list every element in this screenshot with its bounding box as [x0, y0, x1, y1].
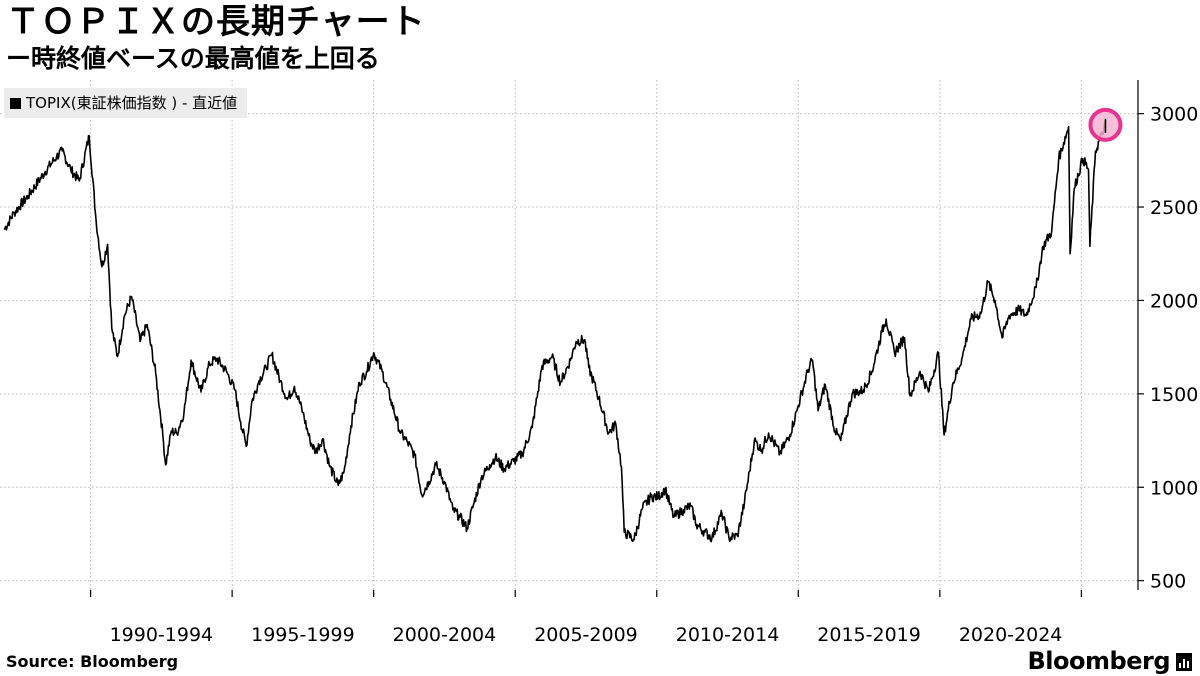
x-axis: 1990-1994 1995-1999 2000-2004 2005-2009 2010…: [89, 590, 1082, 646]
x-tick-label-2000-2004: 2000-2004: [393, 624, 497, 646]
legend-swatch: [10, 98, 21, 109]
x-tick-label-2010-2014: 2010-2014: [676, 624, 780, 646]
series-layer: [3, 121, 1107, 543]
source-note: Source: Bloomberg: [6, 652, 179, 671]
y-gridlines: [0, 113, 1138, 582]
highlight-layer: [1088, 107, 1123, 142]
x-tick-label-1990-1994: 1990-1994: [110, 624, 214, 646]
series-line-0: [3, 121, 1107, 543]
y-tick-label-1000: 1000: [1150, 477, 1198, 499]
x-tick-label-2020-2024: 2020-2024: [959, 624, 1063, 646]
legend: TOPIX(東証株価指数 ) - 直近値: [4, 88, 248, 118]
y-tick-label-2500: 2500: [1150, 197, 1198, 219]
chart-subtitle: ー時終値ベースの最高値を上回る: [6, 44, 380, 73]
y-tick-label-3000: 3000: [1150, 104, 1198, 126]
x-tick-label-2015-2019: 2015-2019: [817, 624, 921, 646]
y-axis: 500 1000 1500 2000 2500 3000: [1137, 80, 1198, 593]
x-gridlines: [90, 80, 1082, 590]
x-tick-label-1995-1999: 1995-1999: [251, 624, 355, 646]
x-tick-label-2005-2009: 2005-2009: [534, 624, 638, 646]
legend-label: TOPIX(東証株価指数 ) - 直近値: [26, 94, 238, 112]
bloomberg-bars-icon: [1176, 653, 1192, 671]
chart-title: ＴＯＰＩＸの長期チャート: [6, 2, 426, 42]
y-tick-label-2000: 2000: [1150, 290, 1198, 312]
y-tick-label-1500: 1500: [1150, 384, 1198, 406]
bloomberg-logo: Bloomberg: [1028, 646, 1192, 676]
y-tick-label-500: 500: [1150, 571, 1186, 593]
brand-name: Bloomberg: [1027, 647, 1171, 675]
